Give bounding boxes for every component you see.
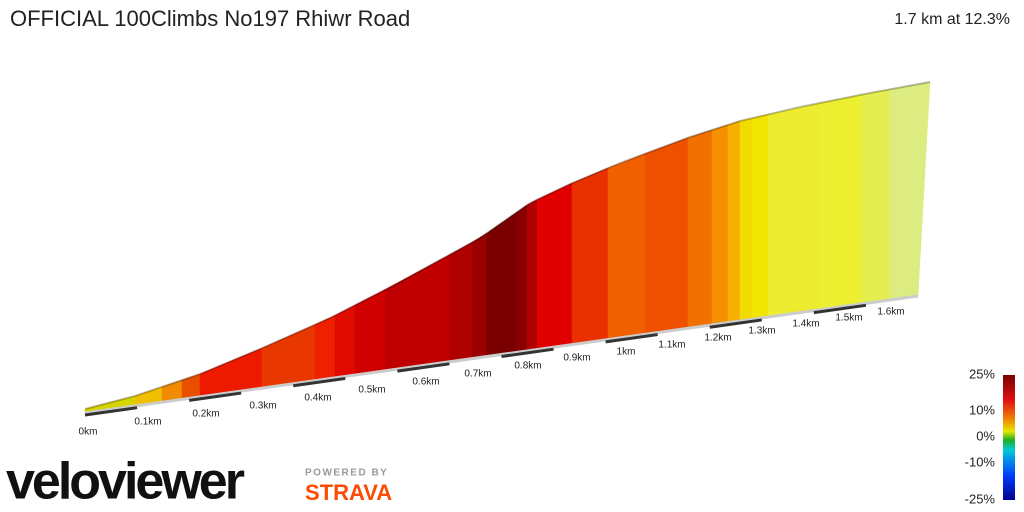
profile-segment <box>536 182 573 350</box>
profile-segment <box>516 204 528 353</box>
distance-label: 0.1km <box>134 417 161 428</box>
legend-label: 0% <box>976 428 995 443</box>
profile-segment <box>571 167 609 345</box>
legend-label: -10% <box>965 454 996 469</box>
legend-label: -25% <box>965 491 996 506</box>
distance-labels: 0km 0.1km 0.2km 0.3km 0.4km 0.5km 0.6km 0.7km 0.… <box>79 307 905 438</box>
profile-segment <box>861 89 891 305</box>
profile-segment <box>687 129 713 329</box>
profile-segment <box>261 324 316 389</box>
title: OFFICIAL 100Climbs No197 Rhiwr Road <box>10 6 410 31</box>
distance-band <box>293 376 346 388</box>
distance-label: 0.6km <box>412 377 439 388</box>
powered-by: POWERED BY <box>305 468 388 479</box>
distance-label: 1km <box>617 347 636 358</box>
legend-label: 25% <box>969 366 995 381</box>
profile-segment <box>767 102 821 318</box>
distance-band <box>605 333 658 344</box>
profile-segment <box>314 315 336 381</box>
profile-segment <box>644 137 689 335</box>
distance-label: 1.1km <box>658 340 685 351</box>
profile-segment <box>889 81 931 301</box>
distance-label: 1.2km <box>704 333 731 344</box>
profile-segment <box>751 114 769 320</box>
profile-top-edge <box>84 81 931 410</box>
profile-segment <box>727 120 741 323</box>
distance-label: 0.3km <box>249 401 276 412</box>
legend-labels: 25% 10% 0% -10% -25% <box>965 366 996 506</box>
distance-label: 0.5km <box>358 385 385 396</box>
distance-band <box>84 406 138 417</box>
distance-label: 0.8km <box>514 361 541 372</box>
baseline <box>84 294 919 415</box>
profile-segment <box>526 199 538 352</box>
profile-segment <box>486 211 518 357</box>
distance-band <box>188 391 242 402</box>
profile-segment <box>449 241 473 363</box>
summary: 1.7 km at 12.3% <box>894 11 1010 28</box>
profile-segment <box>739 117 753 322</box>
distance-label: 0.2km <box>192 409 219 420</box>
distance-label: 0.4km <box>304 393 331 404</box>
profile-segment <box>819 94 863 311</box>
profile-segment <box>711 124 729 326</box>
elevation-profile <box>84 81 931 417</box>
distance-label: 0km <box>79 427 98 438</box>
profile-segment <box>471 232 488 359</box>
distance-label: 0.7km <box>464 369 491 380</box>
distance-label: 1.6km <box>877 307 904 318</box>
profile-segment <box>607 153 646 340</box>
strava: STRAVA <box>305 480 392 505</box>
distance-label: 1.3km <box>748 326 775 337</box>
distance-label: 1.4km <box>792 319 819 330</box>
distance-label: 1.5km <box>835 313 862 324</box>
profile-segment <box>334 304 356 379</box>
distance-band <box>501 347 554 358</box>
distance-label: 0.9km <box>563 353 590 364</box>
distance-band <box>813 303 867 315</box>
gradient-legend <box>1003 375 1015 500</box>
logo: veloviewer <box>6 453 245 511</box>
legend-label: 10% <box>969 402 995 417</box>
distance-band <box>397 362 450 373</box>
distance-band <box>709 318 762 329</box>
